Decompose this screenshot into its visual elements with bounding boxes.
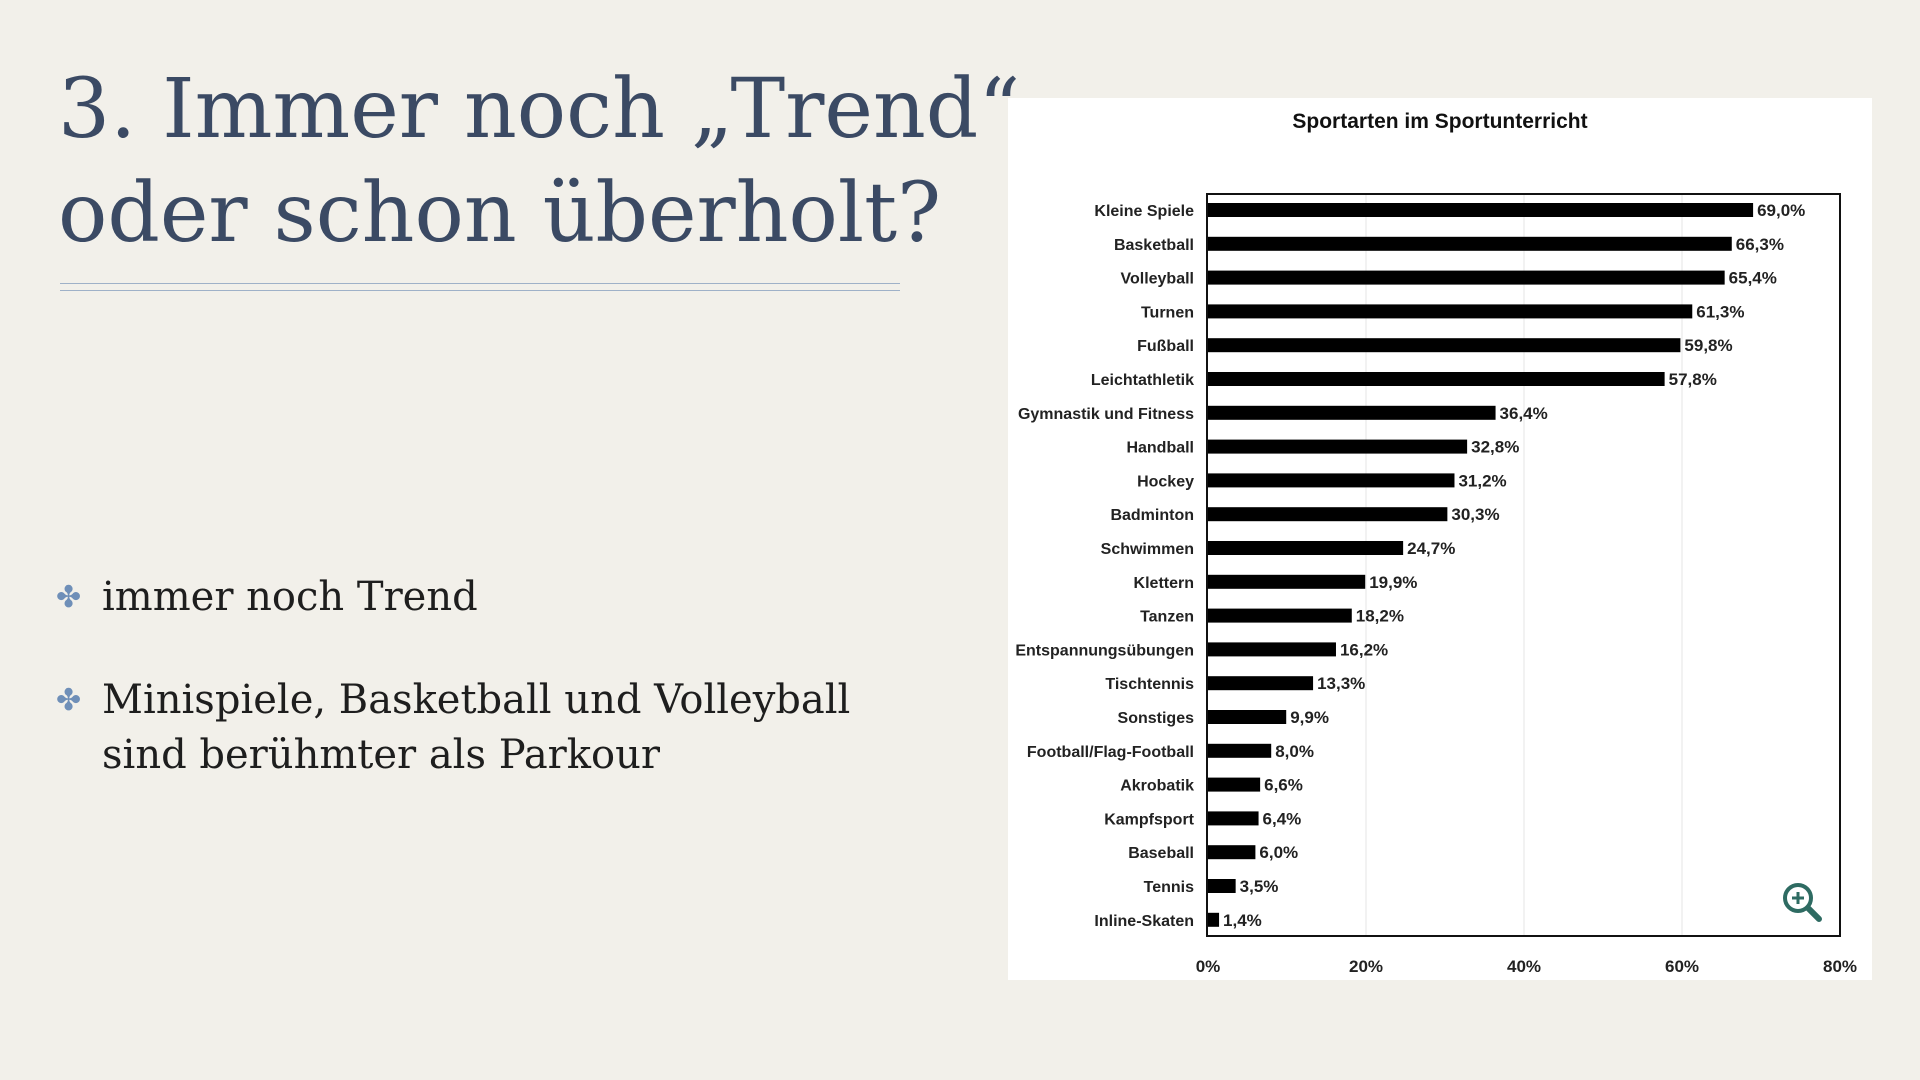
chart-x-axis: 0% 20% 40% 60% 80% — [1196, 957, 1857, 976]
bar — [1208, 811, 1259, 826]
bar — [1208, 405, 1496, 420]
value-label: 16,2% — [1340, 640, 1388, 659]
bar — [1208, 541, 1404, 555]
value-label: 3,5% — [1240, 877, 1279, 896]
category-label: Hockey — [1137, 473, 1194, 490]
value-label: 18,2% — [1356, 607, 1404, 626]
bar — [1208, 845, 1256, 860]
category-label: Tanzen — [1140, 609, 1194, 626]
bar — [1208, 270, 1725, 285]
bar — [1208, 507, 1448, 522]
bar — [1208, 642, 1336, 657]
value-label: 6,4% — [1263, 809, 1302, 828]
category-label: Tennis — [1144, 879, 1194, 896]
category-label: Akrobatik — [1120, 778, 1194, 795]
bar — [1208, 236, 1732, 251]
value-label: 6,6% — [1264, 776, 1303, 795]
value-label: 66,3% — [1736, 235, 1784, 254]
category-label: Volleyball — [1120, 271, 1194, 288]
category-label: Handball — [1126, 440, 1194, 457]
value-label: 30,3% — [1451, 505, 1499, 524]
title-divider — [60, 283, 900, 291]
value-label: 8,0% — [1275, 742, 1314, 761]
bar — [1208, 777, 1261, 792]
category-label: Kleine Spiele — [1094, 203, 1194, 220]
category-label: Entspannungsübungen — [1015, 642, 1194, 659]
slide-title: 3. Immer noch „Trend“, oder schon überho… — [58, 58, 1047, 266]
slide-title-line-1: 3. Immer noch „Trend“, — [58, 62, 1047, 157]
value-label: 61,3% — [1696, 302, 1744, 321]
bar — [1208, 304, 1693, 319]
x-tick-label: 0% — [1196, 957, 1221, 976]
slide-title-line-2: oder schon überholt? — [58, 166, 942, 261]
x-tick-label: 40% — [1507, 957, 1541, 976]
value-label: 24,7% — [1407, 539, 1455, 558]
value-label: 36,4% — [1500, 404, 1548, 423]
bullet-text: Minispiele, Basketball und Volleyball si… — [102, 677, 851, 778]
category-label: Tischtennis — [1105, 676, 1194, 693]
bar — [1208, 743, 1272, 758]
category-label: Fußball — [1137, 338, 1194, 355]
chart-panel: Sportarten im Sportunterricht Kleine Spi… — [1008, 98, 1872, 980]
four-petal-flower-icon: ✤ — [56, 580, 82, 615]
bar-chart: Sportarten im Sportunterricht Kleine Spi… — [1015, 110, 1857, 976]
chart-plot-frame — [1206, 193, 1841, 937]
value-label: 59,8% — [1684, 336, 1732, 355]
chart-title: Sportarten im Sportunterricht — [1292, 110, 1587, 133]
category-label: Football/Flag-Football — [1027, 744, 1194, 761]
bar — [1208, 338, 1681, 353]
value-label: 19,9% — [1369, 573, 1417, 592]
bullet-text: immer noch Trend — [102, 574, 478, 620]
value-label: 31,2% — [1458, 471, 1506, 490]
value-label: 65,4% — [1729, 269, 1777, 288]
category-label: Sonstiges — [1118, 710, 1195, 727]
category-label: Baseball — [1128, 845, 1194, 862]
bullet-item: ✤ Minispiele, Basketball und Volleyball … — [56, 673, 916, 783]
value-label: 6,0% — [1259, 843, 1298, 862]
value-label: 57,8% — [1669, 370, 1717, 389]
bar — [1208, 574, 1366, 589]
x-tick-label: 60% — [1665, 957, 1699, 976]
value-label: 13,3% — [1317, 674, 1365, 693]
category-label: Gymnastik und Fitness — [1018, 406, 1194, 423]
category-label: Turnen — [1141, 304, 1194, 321]
bar — [1208, 473, 1455, 488]
x-tick-label: 80% — [1823, 957, 1857, 976]
value-label: 1,4% — [1223, 911, 1262, 930]
value-label: 32,8% — [1471, 438, 1519, 457]
bar — [1208, 439, 1468, 454]
x-tick-label: 20% — [1349, 957, 1383, 976]
bar — [1208, 676, 1314, 691]
category-label: Leichtathletik — [1091, 372, 1194, 389]
zoom-in-icon[interactable] — [1783, 883, 1822, 922]
bar — [1208, 203, 1754, 217]
value-label: 9,9% — [1290, 708, 1329, 727]
category-label: Schwimmen — [1101, 541, 1194, 558]
category-label: Badminton — [1110, 507, 1194, 524]
chart-bars: Kleine Spiele 69,0% Basketball 66,3% Volleyb… — [1015, 201, 1805, 930]
bar — [1208, 710, 1287, 724]
four-petal-flower-icon: ✤ — [56, 683, 82, 718]
bar — [1208, 608, 1352, 623]
category-label: Klettern — [1134, 575, 1194, 592]
category-label: Basketball — [1114, 237, 1194, 254]
bullet-item: ✤ immer noch Trend — [56, 570, 916, 625]
bar — [1208, 912, 1220, 927]
value-label: 69,0% — [1757, 201, 1805, 220]
bar — [1208, 372, 1665, 386]
category-label: Kampfsport — [1104, 811, 1194, 828]
category-label: Inline-Skaten — [1094, 913, 1194, 930]
bar — [1208, 879, 1236, 893]
bullet-list: ✤ immer noch Trend ✤ Minispiele, Basketb… — [56, 570, 916, 831]
